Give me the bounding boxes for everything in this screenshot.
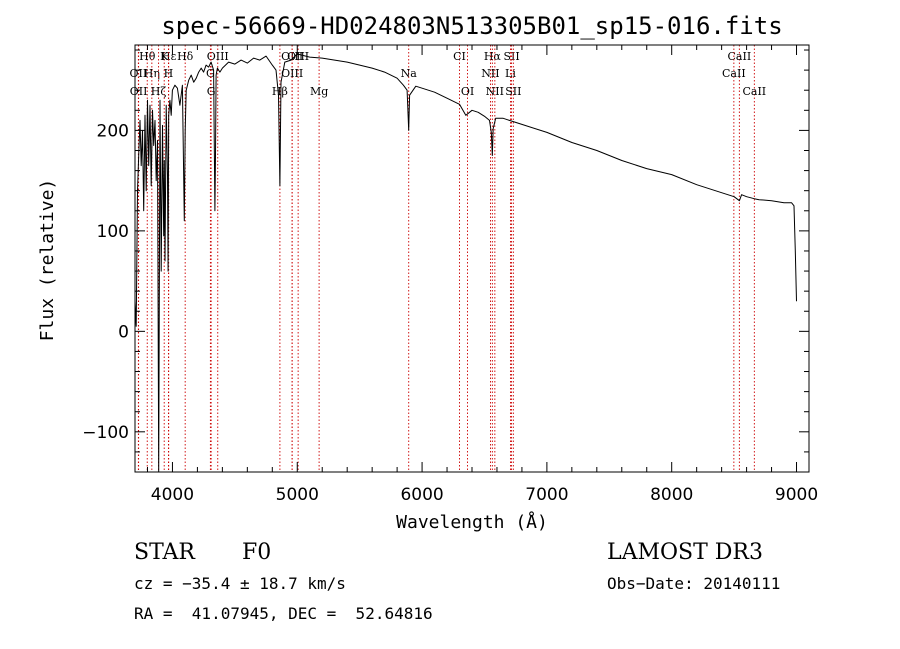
line-label-23: Hβ <box>272 85 288 98</box>
y-tick-label-0: −100 <box>82 423 129 443</box>
chart-title: spec-56669-HD024803N513305B01_sp15-016.f… <box>161 12 782 40</box>
line-label-28: CaII <box>742 85 766 98</box>
line-label-6: OIII <box>287 50 309 63</box>
line-label-12: Hη <box>144 67 160 80</box>
line-label-19: CaII <box>722 67 746 80</box>
line-label-10: CaII <box>728 50 752 63</box>
line-label-18: Li <box>505 67 516 80</box>
line-label-0: Hθ <box>139 50 156 63</box>
line-label-1: K <box>160 50 169 63</box>
line-label-13: H <box>164 67 174 80</box>
y-tick-label-1: 0 <box>118 322 129 342</box>
line-label-27: SII <box>505 85 521 98</box>
plot-frame <box>134 44 810 473</box>
line-label-25: OI <box>461 85 474 98</box>
line-label-3: Hδ <box>177 50 194 63</box>
x-tick-label-3: 7000 <box>525 485 568 505</box>
x-tick-label-1: 5000 <box>276 485 319 505</box>
x-tick-label-2: 6000 <box>400 485 443 505</box>
spectrum-series <box>134 53 797 473</box>
line-label-17: NII <box>481 67 499 80</box>
y-axis-label: Flux (relative) <box>37 179 58 342</box>
coordinates-readout: RA = 41.07945, DEC = 52.64816 <box>134 604 433 623</box>
survey-label: LAMOST DR3 <box>607 540 763 565</box>
x-tick-label-5: 9000 <box>775 485 818 505</box>
line-label-24: Mg <box>310 85 328 98</box>
object-class: STAR <box>134 540 195 565</box>
y-tick-label-2: 100 <box>97 222 129 242</box>
line-label-22: G <box>207 85 216 98</box>
x-axis-label: Wavelength (Å) <box>396 511 548 533</box>
line-label-4: OIII <box>207 50 229 63</box>
y-tick-label-3: 200 <box>97 121 129 141</box>
redshift-readout: cz = −35.4 ± 18.7 km/s <box>134 574 346 593</box>
axis-ticks: 4000 5000 6000 7000 8000 9000 −100 0 100 200 <box>82 45 818 505</box>
line-label-21: Hζ <box>151 85 167 98</box>
line-label-15: OIII <box>281 67 303 80</box>
observation-date: Obs−Date: 20140111 <box>607 574 781 593</box>
line-label-16: Na <box>401 67 418 80</box>
line-label-9: SII <box>503 50 519 63</box>
line-label-26: NII <box>486 85 504 98</box>
line-label-7: CI <box>453 50 466 63</box>
object-subclass: F0 <box>242 540 272 565</box>
spectrum-line <box>134 53 797 473</box>
x-tick-label-4: 8000 <box>650 485 693 505</box>
x-tick-label-0: 4000 <box>151 485 194 505</box>
line-label-20: OII <box>130 85 148 98</box>
line-label-14: G <box>206 67 215 80</box>
line-label-8: Hα <box>484 50 502 63</box>
